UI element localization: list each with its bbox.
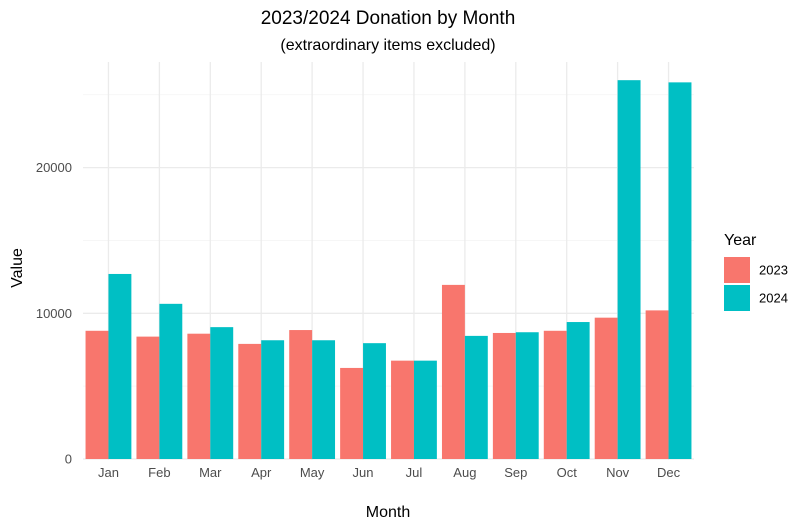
x-axis-ticks: Jan Feb Mar Apr May Jun Jul Aug Sep Oct Nov Dec bbox=[98, 465, 681, 480]
x-tick-label: Dec bbox=[657, 465, 681, 480]
bar-aug-2024 bbox=[464, 335, 488, 459]
y-axis-ticks: 0 10000 20000 bbox=[36, 160, 72, 466]
y-tick-label: 20000 bbox=[36, 160, 72, 175]
legend-key-2024 bbox=[724, 285, 750, 311]
x-axis-title: Month bbox=[366, 504, 410, 521]
x-tick-label: Nov bbox=[606, 465, 630, 480]
bar-jul-2023 bbox=[391, 360, 414, 459]
bar-nov-2023 bbox=[594, 317, 618, 459]
chart-subtitle: (extraordinary items excluded) bbox=[280, 37, 495, 54]
x-tick-label: May bbox=[300, 465, 325, 480]
legend: Year 2023 2024 bbox=[724, 232, 788, 311]
legend-label-2023: 2023 bbox=[759, 263, 788, 278]
bar-may-2023 bbox=[289, 330, 313, 459]
bars bbox=[85, 80, 692, 460]
bar-sep-2024 bbox=[515, 332, 539, 459]
bar-aug-2023 bbox=[441, 284, 465, 459]
x-tick-label: Aug bbox=[453, 465, 476, 480]
bar-oct-2023 bbox=[543, 330, 567, 459]
bar-apr-2023 bbox=[238, 343, 262, 459]
bar-nov-2024 bbox=[617, 80, 641, 460]
bar-feb-2024 bbox=[159, 303, 183, 459]
bar-mar-2024 bbox=[210, 327, 234, 459]
x-tick-label: Apr bbox=[251, 465, 272, 480]
x-tick-label: Sep bbox=[504, 465, 527, 480]
legend-title: Year bbox=[724, 232, 757, 249]
bar-dec-2024 bbox=[668, 82, 692, 459]
x-tick-label: Feb bbox=[148, 465, 170, 480]
legend-key-2023 bbox=[724, 257, 750, 283]
bar-jul-2024 bbox=[413, 360, 437, 459]
bar-feb-2023 bbox=[136, 336, 160, 459]
bar-may-2024 bbox=[312, 340, 336, 459]
bar-oct-2024 bbox=[566, 322, 590, 459]
x-tick-label: Oct bbox=[557, 465, 578, 480]
bar-mar-2023 bbox=[187, 333, 211, 459]
x-tick-label: Jul bbox=[406, 465, 423, 480]
x-tick-label: Jan bbox=[98, 465, 119, 480]
x-tick-label: Jun bbox=[353, 465, 374, 480]
bar-sep-2023 bbox=[492, 332, 516, 459]
bar-dec-2023 bbox=[645, 310, 669, 459]
bar-jun-2023 bbox=[340, 367, 364, 459]
y-tick-label: 10000 bbox=[36, 306, 72, 321]
y-axis-title: Value bbox=[9, 248, 26, 288]
chart-title: 2023/2024 Donation by Month bbox=[261, 8, 516, 29]
bar-jan-2024 bbox=[108, 273, 132, 459]
x-tick-label: Mar bbox=[199, 465, 222, 480]
bar-jun-2024 bbox=[363, 343, 386, 459]
bar-apr-2024 bbox=[261, 340, 285, 459]
bar-jan-2023 bbox=[85, 330, 109, 459]
y-tick-label: 0 bbox=[65, 452, 72, 467]
legend-label-2024: 2024 bbox=[759, 291, 788, 306]
